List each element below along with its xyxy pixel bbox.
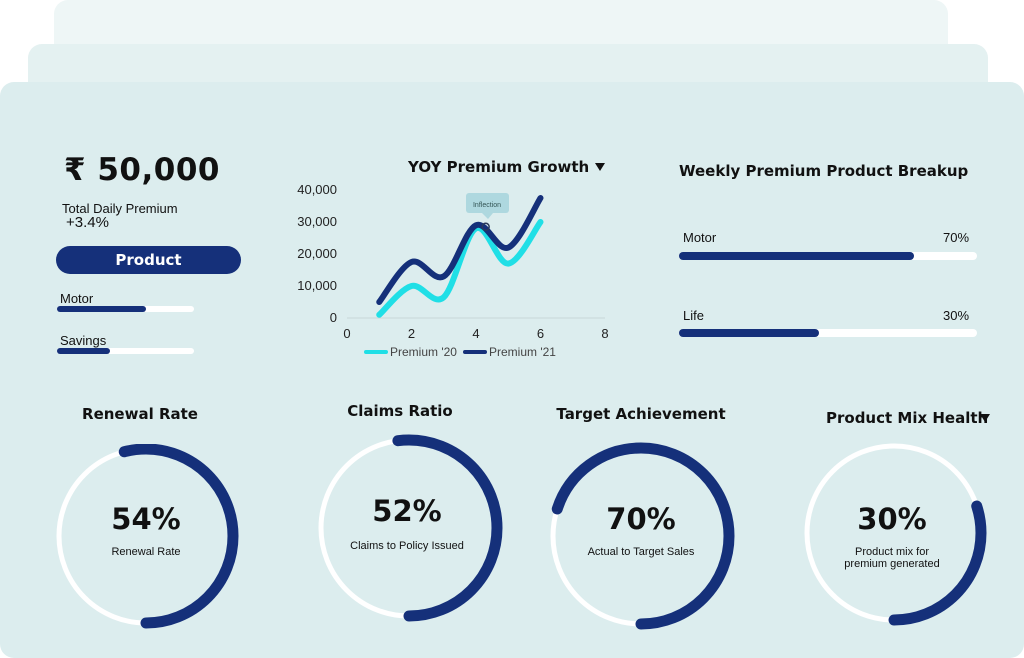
target-achievement-caption: Actual to Target Sales [587, 546, 695, 558]
savings-progress-fill [57, 348, 111, 354]
weekly-breakup-title: Weekly Premium Product Breakup [679, 162, 969, 180]
weekly-life-label: Life [683, 308, 704, 323]
weekly-motor-percent: 70% [943, 230, 970, 245]
weekly-life-percent: 30% [943, 308, 970, 323]
target-achievement-title: Target Achievement [556, 405, 726, 423]
product-button[interactable]: Product [56, 246, 241, 274]
weekly-life-bar [679, 329, 977, 337]
y-tick-label: 10,000 [297, 278, 337, 293]
renewal-rate-value: 54% [111, 502, 181, 536]
savings-bar-label: Savings [60, 333, 107, 348]
legend-label-1: Premium '20 [390, 345, 457, 359]
weekly-motor-bar [679, 252, 977, 260]
motor-bar-label: Motor [60, 291, 94, 306]
weekly-motor-fill [679, 252, 915, 260]
y-tick-label: 20,000 [297, 246, 337, 261]
renewal-rate-gauge [53, 444, 239, 629]
x-tick-label: 0 [343, 326, 350, 341]
product-mix-gauge [801, 441, 987, 626]
x-tick-label: 8 [601, 326, 608, 341]
claims-ratio-gauge [315, 434, 503, 622]
product-mix-caption: Product mix for premium generated [844, 546, 940, 570]
x-tick-label: 2 [408, 326, 415, 341]
motor-progress-fill [57, 306, 147, 312]
target-achievement-gauge [547, 442, 735, 630]
yoy-chart-title: YOY Premium Growth [408, 158, 590, 176]
savings-progress-bar [57, 348, 194, 354]
caret-down-icon[interactable] [979, 412, 991, 424]
y-tick-label: 30,000 [297, 214, 337, 229]
x-tick-label: 4 [472, 326, 479, 341]
inflection-callout-pointer [482, 213, 493, 219]
total-premium-label: Total Daily Premium [62, 201, 178, 216]
y-tick-label: 0 [330, 310, 337, 325]
renewal-rate-title: Renewal Rate [82, 405, 198, 423]
weekly-motor-label: Motor [683, 230, 717, 245]
legend-label-2: Premium '21 [489, 345, 556, 359]
motor-progress-bar [57, 306, 194, 312]
target-achievement-value: 70% [606, 502, 676, 536]
x-tick-label: 6 [537, 326, 544, 341]
renewal-rate-caption: Renewal Rate [111, 546, 181, 558]
claims-ratio-title: Claims Ratio [347, 402, 453, 420]
product-mix-value: 30% [857, 502, 927, 536]
caret-down-icon[interactable] [594, 161, 606, 173]
weekly-life-fill [679, 329, 820, 337]
inflection-point-marker [481, 222, 490, 232]
dashboard-panel [0, 82, 1024, 658]
premium-change: +3.4% [66, 214, 109, 231]
inflection-callout [466, 193, 509, 213]
yoy-line-chart: 0 2 4 6 8 0 10,000 20,000 30,000 40,000 Inflection… [297, 182, 608, 359]
y-tick-label: 40,000 [297, 182, 337, 197]
series-line-2 [376, 195, 544, 305]
series-line-1 [376, 219, 544, 318]
total-premium-amount: ₹ 50,000 [64, 152, 220, 188]
inflection-label: Inflection [473, 202, 501, 209]
claims-ratio-value: 52% [372, 494, 442, 528]
claims-ratio-caption: Claims to Policy Issued [350, 540, 464, 552]
product-mix-title: Product Mix Health [826, 409, 989, 427]
